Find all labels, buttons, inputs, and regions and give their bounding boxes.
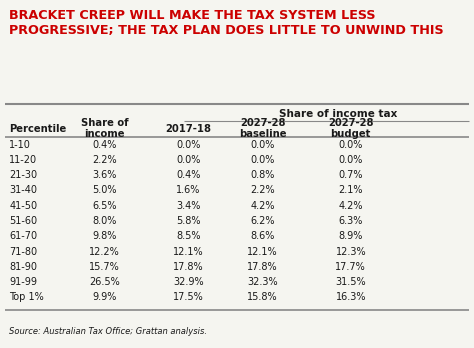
Text: 9.9%: 9.9% [92,292,117,302]
Text: 61-70: 61-70 [9,231,37,241]
Text: 91-99: 91-99 [9,277,37,287]
Text: 17.8%: 17.8% [247,262,278,272]
Text: 8.6%: 8.6% [250,231,275,241]
Text: BRACKET CREEP WILL MAKE THE TAX SYSTEM LESS
PROGRESSIVE; THE TAX PLAN DOES LITTL: BRACKET CREEP WILL MAKE THE TAX SYSTEM L… [9,9,444,37]
Text: 2.2%: 2.2% [92,155,117,165]
Text: 4.2%: 4.2% [250,201,275,211]
Text: 0.0%: 0.0% [338,155,363,165]
Text: 5.8%: 5.8% [176,216,201,226]
Text: Share of
income: Share of income [81,118,128,139]
Text: Source: Australian Tax Office; Grattan analysis.: Source: Australian Tax Office; Grattan a… [9,327,208,336]
Text: 3.4%: 3.4% [176,201,201,211]
Text: 17.5%: 17.5% [173,292,204,302]
Text: 9.8%: 9.8% [92,231,117,241]
Text: 2017-18: 2017-18 [165,124,211,134]
Text: 0.0%: 0.0% [176,140,201,150]
Text: 32.3%: 32.3% [247,277,278,287]
Text: 0.0%: 0.0% [176,155,201,165]
Text: 2027-28
budget: 2027-28 budget [328,118,374,139]
Text: Share of income tax: Share of income tax [279,109,397,119]
Text: 15.7%: 15.7% [89,262,120,272]
Text: 2.1%: 2.1% [338,185,363,196]
Text: 3.6%: 3.6% [92,170,117,180]
Text: 0.7%: 0.7% [338,170,363,180]
Text: Top 1%: Top 1% [9,292,44,302]
Text: 1.6%: 1.6% [176,185,201,196]
Text: 0.4%: 0.4% [176,170,201,180]
Text: 12.3%: 12.3% [336,246,366,256]
Text: 11-20: 11-20 [9,155,37,165]
Text: 21-30: 21-30 [9,170,37,180]
Text: 0.4%: 0.4% [92,140,117,150]
Text: 51-60: 51-60 [9,216,37,226]
Text: 0.0%: 0.0% [338,140,363,150]
Text: 8.9%: 8.9% [338,231,363,241]
Text: 2027-28
baseline: 2027-28 baseline [239,118,286,139]
Text: 71-80: 71-80 [9,246,37,256]
Text: 81-90: 81-90 [9,262,37,272]
Text: Percentile: Percentile [9,124,67,134]
Text: 5.0%: 5.0% [92,185,117,196]
Text: 2.2%: 2.2% [250,185,275,196]
Text: 0.0%: 0.0% [250,155,275,165]
Text: 4.2%: 4.2% [338,201,363,211]
Text: 17.8%: 17.8% [173,262,203,272]
Text: 41-50: 41-50 [9,201,37,211]
Text: 12.1%: 12.1% [247,246,278,256]
Text: 0.0%: 0.0% [250,140,275,150]
Text: 6.5%: 6.5% [92,201,117,211]
Text: 1-10: 1-10 [9,140,31,150]
Text: 6.3%: 6.3% [338,216,363,226]
Text: 8.5%: 8.5% [176,231,201,241]
Text: 31-40: 31-40 [9,185,37,196]
Text: 26.5%: 26.5% [89,277,120,287]
Text: 17.7%: 17.7% [336,262,366,272]
Text: 31.5%: 31.5% [336,277,366,287]
Text: 12.1%: 12.1% [173,246,203,256]
Text: 16.3%: 16.3% [336,292,366,302]
Text: 12.2%: 12.2% [89,246,120,256]
Text: 15.8%: 15.8% [247,292,278,302]
Text: 0.8%: 0.8% [250,170,275,180]
Text: 32.9%: 32.9% [173,277,203,287]
Text: 8.0%: 8.0% [92,216,117,226]
Text: 6.2%: 6.2% [250,216,275,226]
